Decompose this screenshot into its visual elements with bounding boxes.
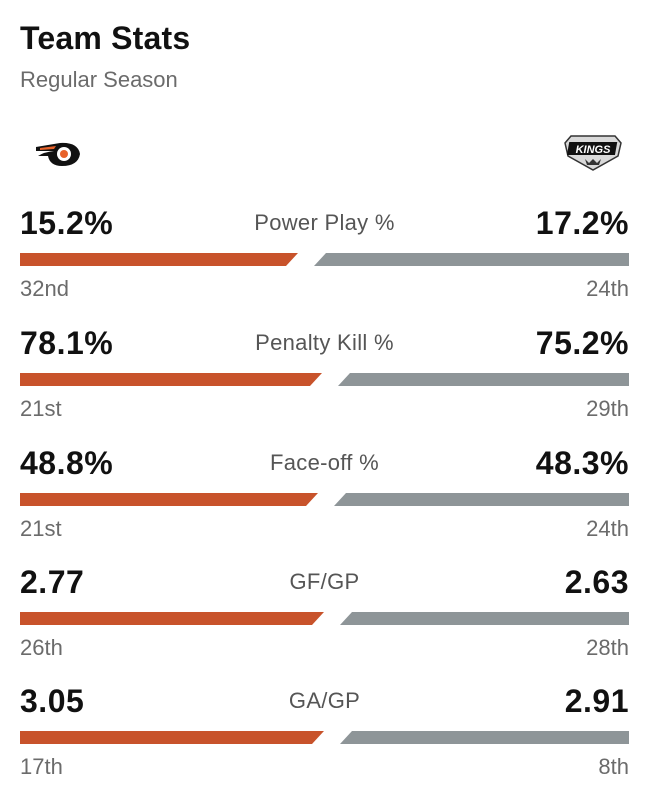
home-bar: [20, 731, 324, 744]
comparison-bar: [20, 612, 629, 625]
away-stat-value: 2.63: [564, 564, 629, 600]
home-rank: 32nd: [20, 276, 69, 301]
home-stat-value: 15.2%: [20, 205, 114, 241]
away-bar: [334, 493, 629, 506]
page-subtitle: Regular Season: [20, 67, 178, 92]
away-bar: [340, 731, 629, 744]
stat-row-penalty-kill: 78.1% Penalty Kill % 75.2% 21st 29th: [20, 325, 629, 435]
comparison-bar: [20, 731, 629, 744]
stat-label: Power Play %: [254, 210, 395, 235]
away-stat-value: 17.2%: [535, 205, 629, 241]
home-rank: 21st: [20, 516, 62, 541]
away-bar: [314, 253, 629, 266]
page-title: Team Stats: [20, 20, 191, 56]
team-logos: KINGS: [20, 132, 629, 182]
away-rank: 8th: [598, 754, 629, 779]
home-stat-value: 2.77: [20, 564, 85, 600]
home-bar: [20, 373, 322, 386]
home-stat-value: 48.8%: [20, 445, 114, 481]
header: Team Stats Regular Season: [20, 18, 190, 94]
stat-label: Face-off %: [270, 450, 379, 475]
away-rank: 24th: [586, 276, 629, 301]
away-rank: 28th: [586, 635, 629, 660]
comparison-bar: [20, 253, 629, 266]
stat-label: GA/GP: [288, 688, 361, 713]
svg-text:KINGS: KINGS: [576, 144, 612, 156]
away-rank: 24th: [586, 516, 629, 541]
home-bar: [20, 493, 318, 506]
away-rank: 29th: [586, 396, 629, 421]
comparison-bar: [20, 493, 629, 506]
away-stat-value: 75.2%: [535, 325, 629, 361]
away-bar: [338, 373, 629, 386]
comparison-bar: [20, 373, 629, 386]
home-bar: [20, 612, 324, 625]
away-bar: [340, 612, 629, 625]
home-bar: [20, 253, 298, 266]
stat-label: GF/GP: [289, 569, 360, 594]
stat-label: Penalty Kill %: [255, 330, 394, 355]
home-stat-value: 3.05: [20, 683, 85, 719]
home-rank: 17th: [20, 754, 63, 779]
home-rank: 26th: [20, 635, 63, 660]
home-rank: 21st: [20, 396, 62, 421]
away-stat-value: 48.3%: [535, 445, 629, 481]
kings-logo-icon[interactable]: KINGS: [563, 132, 623, 179]
stat-row-power-play: 15.2% Power Play % 17.2% 32nd 24th: [20, 205, 629, 315]
stat-row-gf-gp: 2.77 GF/GP 2.63 26th 28th: [20, 564, 629, 674]
away-stat-value: 2.91: [564, 683, 629, 719]
stat-row-ga-gp: 3.05 GA/GP 2.91 17th 8th: [20, 683, 629, 793]
stat-row-face-off: 48.8% Face-off % 48.3% 21st 24th: [20, 445, 629, 555]
flyers-logo-icon[interactable]: [34, 138, 82, 175]
home-stat-value: 78.1%: [20, 325, 114, 361]
